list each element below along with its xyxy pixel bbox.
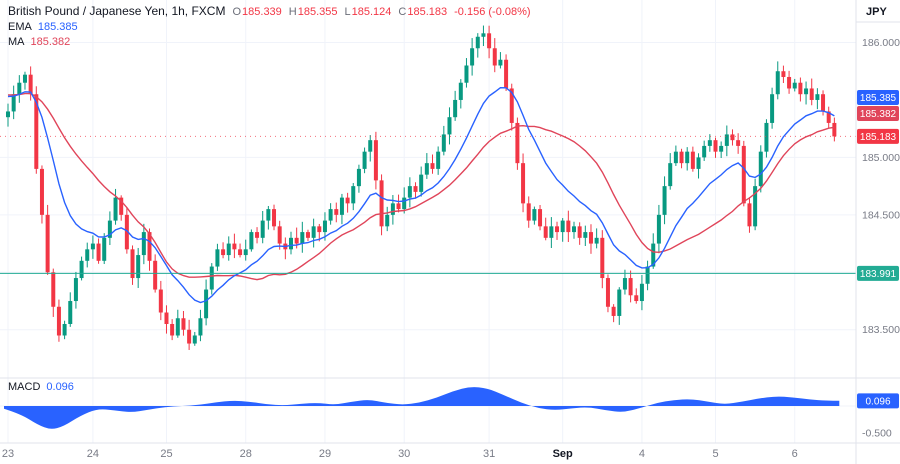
macd-label: MACD (8, 381, 41, 393)
svg-text:185.183: 185.183 (860, 132, 897, 143)
macd-badge: 0.096 (857, 393, 899, 409)
ema-value: 185.385 (37, 21, 78, 33)
close-label: C (398, 6, 407, 18)
ma-label: MA (8, 36, 25, 48)
price-tick: 185.000 (862, 152, 900, 164)
svg-text:0.096: 0.096 (865, 396, 890, 407)
price-axis[interactable]: JPY 186.000 185.000 184.500 183.500 185.385 18… (857, 6, 900, 440)
time-axis[interactable]: 23 24 25 28 29 30 31 Sep 4 5 6 (2, 448, 798, 460)
ema-row: EMA 185.385 (8, 21, 531, 36)
open-value: 185.339 (242, 6, 282, 18)
svg-text:185.385: 185.385 (860, 93, 897, 104)
price-tick: 183.500 (862, 324, 900, 336)
time-label: 5 (712, 448, 718, 460)
chart-legend: British Pound / Japanese Yen, 1h, FXCM O… (8, 4, 531, 51)
time-label: 31 (483, 448, 495, 460)
price-badge: 185.183 (857, 128, 899, 144)
macd-area (4, 387, 840, 429)
time-label: 29 (319, 448, 331, 460)
time-label: 23 (2, 448, 14, 460)
macd-axis-tick: -0.500 (862, 428, 892, 440)
price-badge: 183.991 (857, 265, 899, 281)
close-value: 185.183 (407, 6, 448, 18)
svg-text:183.991: 183.991 (860, 269, 897, 280)
high-label: H (288, 6, 297, 18)
open-label: O (232, 6, 242, 18)
macd-legend: MACD 0.096 (8, 381, 74, 393)
time-label: Sep (553, 448, 573, 460)
macd-value: 0.096 (46, 381, 74, 393)
time-label: 25 (160, 448, 172, 460)
currency-label: JPY (866, 6, 887, 18)
ma-row: MA 185.382 (8, 36, 531, 51)
price-tick: 186.000 (862, 37, 900, 49)
ma-line[interactable] (8, 92, 835, 281)
candles-layer[interactable] (6, 25, 837, 350)
ema-line[interactable] (7, 86, 835, 304)
price-badge: 185.385 (857, 90, 899, 106)
time-label: 28 (240, 448, 252, 460)
time-label: 30 (398, 448, 410, 460)
price-badge: 185.382 (857, 106, 899, 122)
svg-text:185.382: 185.382 (860, 109, 897, 120)
symbol-row: British Pound / Japanese Yen, 1h, FXCM O… (8, 4, 531, 21)
time-label: 6 (792, 448, 798, 460)
symbol-title[interactable]: British Pound / Japanese Yen, 1h, FXCM (8, 4, 226, 18)
time-label: 4 (639, 448, 645, 460)
high-value: 185.355 (297, 6, 338, 18)
low-value: 185.124 (351, 6, 392, 18)
time-label: 24 (87, 448, 99, 460)
low-label: L (344, 6, 351, 18)
ma-value: 185.382 (30, 36, 71, 48)
ema-label: EMA (8, 21, 32, 33)
price-tick: 184.500 (862, 209, 900, 221)
change-value: -0.156 (-0.08%) (454, 6, 531, 18)
